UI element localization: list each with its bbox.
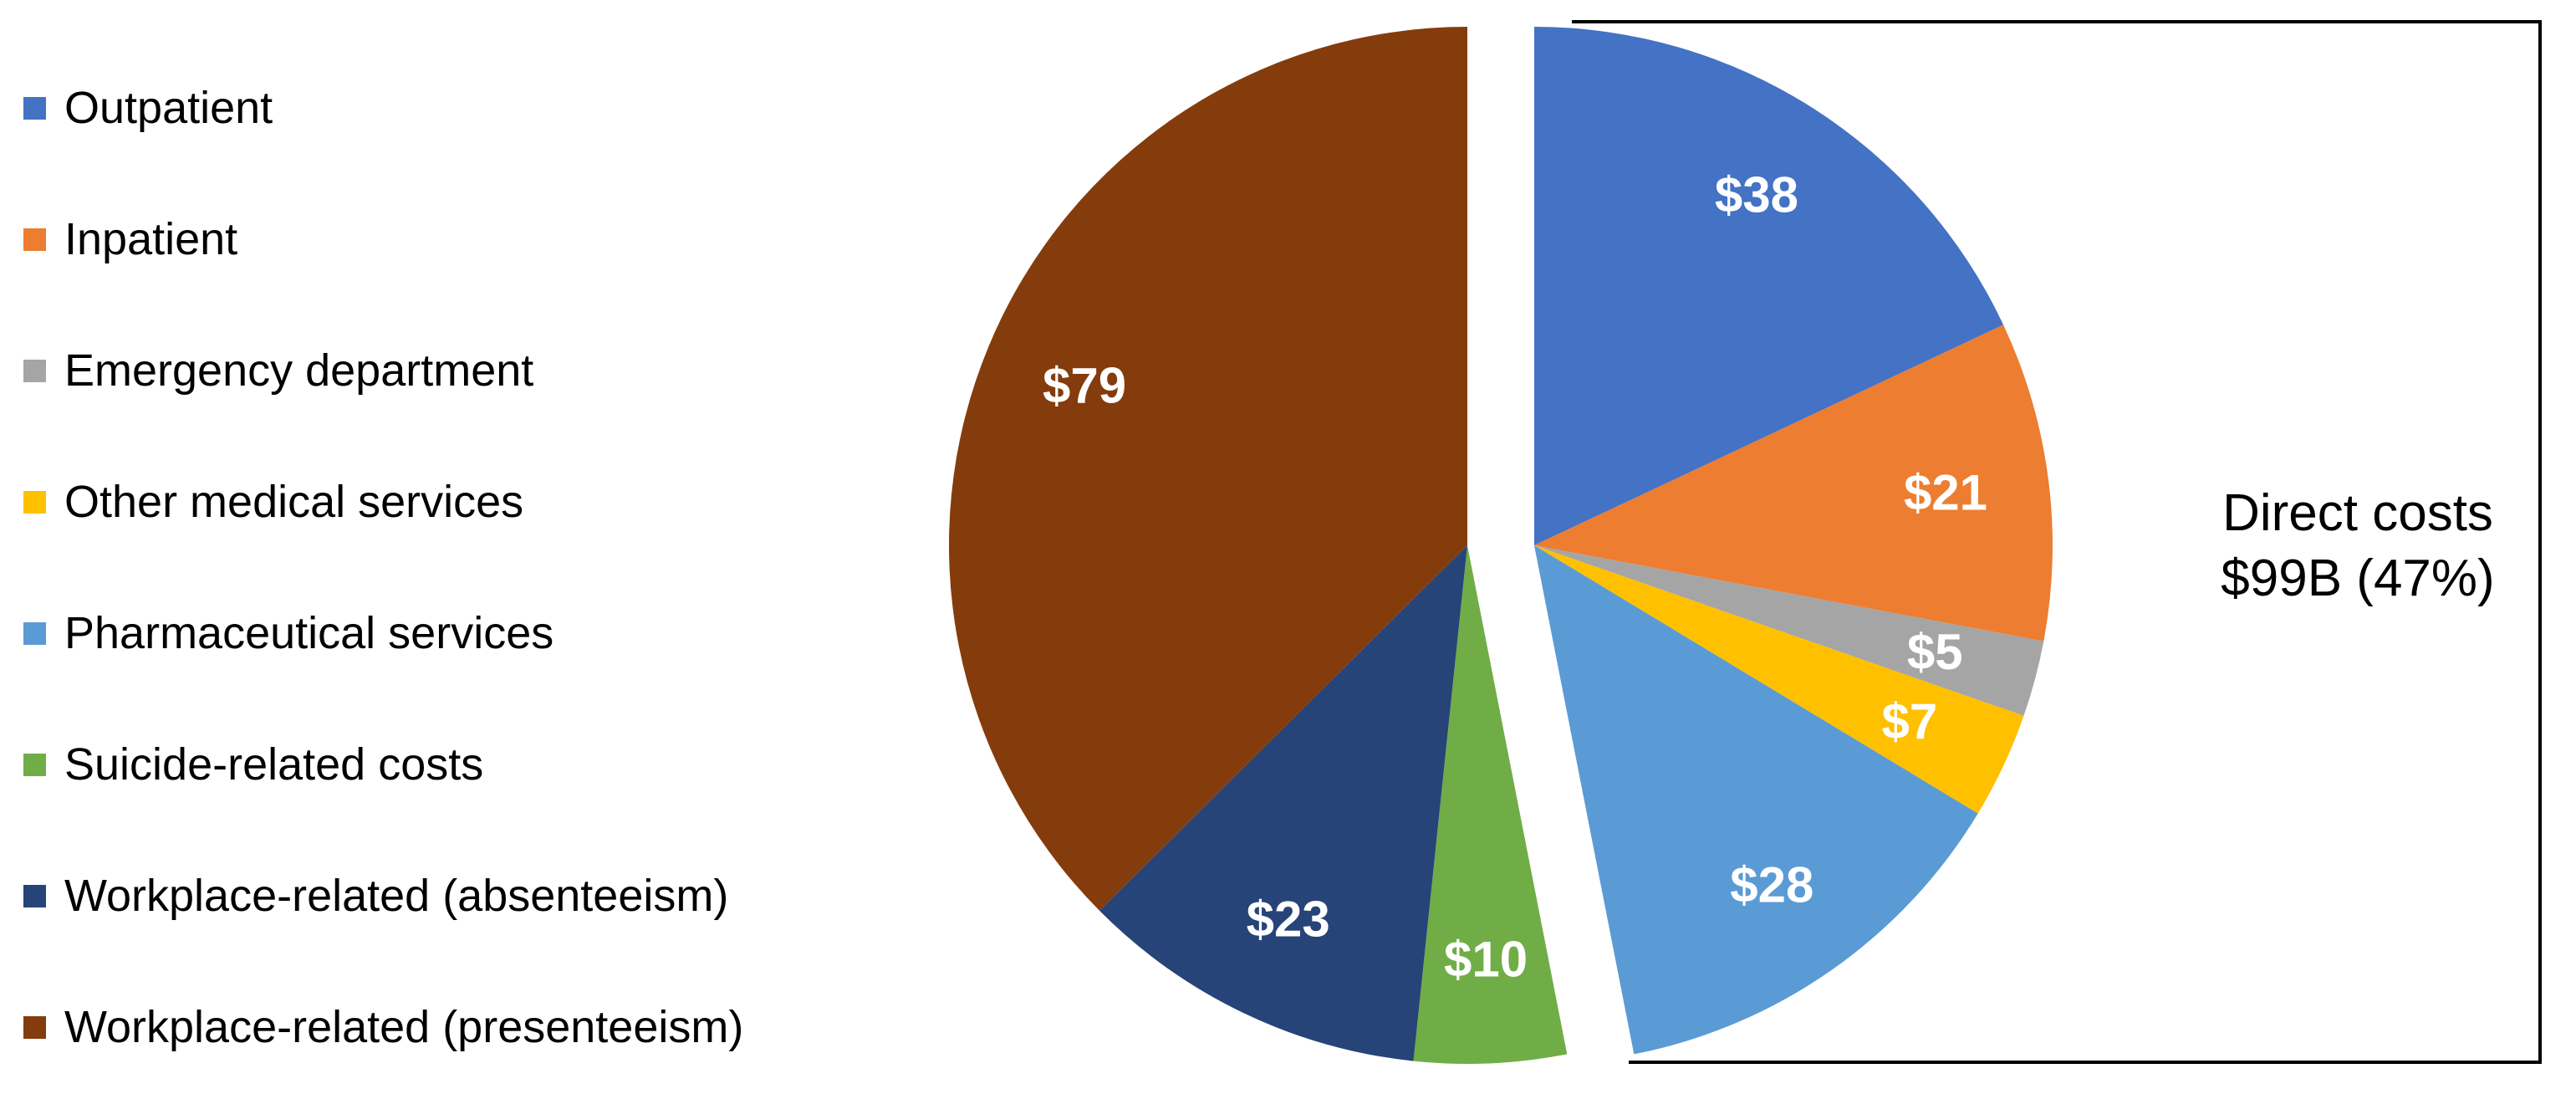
legend-color-marker: [23, 490, 46, 514]
pie-slice-emergency-department: [1534, 545, 2044, 716]
legend-item: Workplace-related (presenteeism): [23, 1002, 744, 1052]
legend-item: Other medical services: [23, 477, 743, 527]
legend: Outpatient Inpatient Emergency departmen…: [23, 83, 744, 1052]
legend-label: Suicide-related costs: [64, 739, 484, 790]
legend-item: Outpatient: [23, 83, 743, 133]
legend-item: Inpatient: [23, 214, 743, 264]
pie-slices: [949, 26, 2053, 1064]
slice-value-label-outpatient: $38: [1715, 166, 1798, 222]
legend-label: Workplace-related (presenteeism): [64, 1002, 744, 1052]
legend-color-marker: [23, 359, 46, 382]
legend-color-marker: [23, 621, 46, 645]
slice-value-label-suicide-related-costs: $10: [1444, 932, 1528, 988]
legend-item: Pharmaceutical services: [23, 608, 743, 658]
direct-costs-annotation-line1: Direct costs: [2222, 484, 2493, 542]
direct-costs-bracket: [1572, 20, 2542, 1064]
pie-slice-inpatient: [1534, 325, 2053, 642]
legend-label: Pharmaceutical services: [64, 608, 554, 658]
pie-slice-pharmaceutical-services: [1534, 545, 1978, 1055]
legend-color-marker: [23, 227, 46, 251]
slice-value-label-workplace-related-absenteeism: $23: [1247, 891, 1330, 947]
pie-slice-workplace-related-absenteeism: [1099, 545, 1467, 1061]
legend-label: Other medical services: [64, 477, 524, 527]
legend-item: Emergency department: [23, 345, 743, 396]
slice-value-label-other-medical-services: $7: [1882, 693, 1938, 749]
pie-slice-workplace-related-presenteeism: [949, 26, 1467, 911]
direct-costs-annotation: Direct costs $99B (47%): [2161, 481, 2554, 611]
legend-label: Workplace-related (absenteeism): [64, 871, 729, 921]
slice-value-label-inpatient: $21: [1904, 464, 1987, 520]
slice-value-label-pharmaceutical-services: $28: [1730, 856, 1813, 913]
pie-slice-outpatient: [1534, 27, 2004, 545]
legend-color-marker: [23, 96, 46, 120]
legend-color-marker: [23, 884, 46, 907]
legend-label: Outpatient: [64, 83, 273, 133]
legend-label: Inpatient: [64, 214, 238, 264]
slice-value-label-workplace-related-presenteeism: $79: [1043, 357, 1126, 413]
legend-color-marker: [23, 753, 46, 776]
legend-item: Suicide-related costs: [23, 739, 743, 790]
direct-costs-annotation-line2: $99B (47%): [2221, 550, 2495, 608]
pie-slice-other-medical-services: [1534, 545, 2024, 814]
pie-value-labels: $38 $21 $5 $7 $28 $10 $23 $79: [1043, 166, 1987, 987]
pie-slice-suicide-related-costs: [1413, 545, 1568, 1064]
legend-label: Emergency department: [64, 345, 534, 396]
legend-item: Workplace-related (absenteeism): [23, 871, 743, 921]
legend-color-marker: [23, 1015, 46, 1039]
slice-value-label-emergency-department: $5: [1907, 624, 1963, 680]
